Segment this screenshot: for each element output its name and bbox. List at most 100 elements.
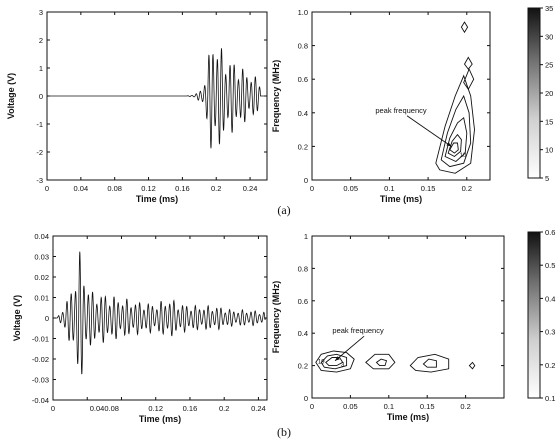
- chart-a-waveform-ytick-label: -3: [36, 176, 43, 185]
- chart-a-spectrogram-frame: [311, 11, 491, 181]
- chart-a-spectrogram-xlabel: Time (ms): [380, 194, 422, 204]
- chart-a-waveform-ytick-label: 3: [39, 8, 43, 17]
- chart-a-spectrogram-colorbar-label: 5: [545, 174, 549, 183]
- chart-a-spectrogram: 0 0.2 0.4 0.6 0.8 1.0 0 0.05 0.1 0.15 0.2 Time (ms)…: [271, 4, 553, 204]
- chart-b-spectrogram-contour-1: [320, 353, 348, 370]
- chart-a-spectrogram-annotation-arrow: [406, 115, 452, 147]
- chart-a-spectrogram-colorbar-label: 35: [545, 4, 553, 13]
- chart-b-waveform-ytick-label: 0.03: [34, 253, 49, 262]
- chart-a-spectrogram-colorbar-label: 15: [545, 117, 553, 126]
- chart-a-spectrogram-contour-3: [447, 133, 462, 158]
- chart-a-spectrogram-xtick-label: 0.15: [421, 184, 436, 193]
- chart-a-spectrogram-contour-0: [435, 74, 475, 174]
- chart-b-spectrogram-annotation-arrowhead: [335, 356, 340, 361]
- chart-a-waveform-xtick-label: 0.08: [107, 184, 122, 193]
- chart-b-waveform-ytick-label: -0.01: [32, 335, 49, 344]
- chart-b-spectrogram-xtick-label: 0: [310, 402, 314, 411]
- chart-b-waveform: -0.04 -0.03 -0.02 -0.01 0 0.01 0.02 0.03 0.04 0 0.…: [12, 232, 268, 424]
- chart-b-spectrogram-contour-3: [365, 353, 396, 370]
- chart-a-spectrogram-colorbar-label: 10: [545, 146, 553, 155]
- chart-b-spectrogram-colorbar-label: 0.2: [545, 361, 555, 370]
- chart-b-spectrogram-contour-0: [315, 350, 355, 373]
- chart-a-spectrogram-ytick-label: 0.6: [298, 75, 308, 84]
- chart-a-spectrogram-contour-6: [463, 56, 473, 70]
- caption-b: (b): [277, 425, 291, 439]
- chart-a-spectrogram-contour-7: [460, 21, 469, 34]
- chart-a-waveform-ytick-label: -1: [36, 120, 43, 129]
- chart-b-spectrogram-colorbar-label: 0.4: [545, 294, 555, 303]
- chart-a-spectrogram-contour-1: [440, 94, 472, 168]
- chart-a-waveform-xtick-label: 0.04: [74, 184, 89, 193]
- chart-a-waveform-ylabel: Voltage (V): [6, 73, 16, 119]
- chart-b-waveform-ytick-label: 0: [45, 314, 49, 323]
- chart-a-waveform-ytick-label: 1: [39, 64, 43, 73]
- chart-b-waveform-xtick-label: 0: [51, 404, 55, 413]
- chart-b-spectrogram-annotation-arrow: [334, 335, 365, 362]
- chart-b-spectrogram-ytick-label: 0.4: [298, 329, 308, 338]
- chart-b-waveform-ylabel: Voltage (V): [12, 295, 22, 341]
- chart-b-waveform-xtick-label: 0.24: [251, 404, 266, 413]
- chart-b-spectrogram-contour-5: [409, 353, 450, 373]
- chart-a-spectrogram-ylabel: Frequency (MHz): [271, 60, 281, 133]
- chart-b-spectrogram-ytick-label: 0.6: [298, 297, 308, 306]
- chart-a-waveform: -3 -2 -1 0 1 2 3 0 0.04 0.08 0.12 0.16 0.2 0.24 Time (…: [6, 8, 268, 204]
- chart-a-waveform-xlabel: Time (ms): [136, 194, 178, 204]
- chart-a-spectrogram-xtick-label: 0: [310, 184, 314, 193]
- chart-a-spectrogram-contour-2: [444, 116, 468, 163]
- chart-a-waveform-xtick-label: 0: [45, 184, 49, 193]
- chart-a-waveform-ytick-label: 2: [39, 36, 43, 45]
- chart-a-spectrogram-xtick-label: 0.05: [343, 184, 358, 193]
- chart-b-spectrogram-contour-7: [468, 361, 476, 370]
- chart-b-spectrogram-ytick-label: 0: [304, 394, 308, 403]
- chart-a-waveform-ytick-label: -2: [36, 148, 43, 157]
- chart-b-spectrogram-contour-label: 3: [341, 362, 345, 368]
- chart-b-spectrogram-contour-label: 19: [318, 360, 325, 366]
- chart-b-spectrogram-xlabel: Time (ms): [387, 412, 429, 422]
- chart-a-spectrogram-contour-5: [463, 67, 475, 91]
- chart-b-waveform-ytick-label: -0.02: [32, 355, 49, 364]
- chart-a-spectrogram-colorbar-label: 25: [545, 61, 553, 70]
- chart-a-spectrogram-annotation-arrowhead: [446, 142, 452, 147]
- chart-a-spectrogram-xtick-label: 0.1: [384, 184, 394, 193]
- chart-b-waveform-xtick-label: 0.12: [148, 404, 163, 413]
- chart-b-spectrogram-contour-6: [422, 358, 437, 368]
- chart-b-spectrogram-colorbar-label: 0.5: [545, 261, 555, 270]
- chart-b-spectrogram-colorbar-label: 0.6: [545, 228, 555, 237]
- chart-b-spectrogram-contour-4: [375, 358, 388, 367]
- chart-b-spectrogram-ylabel: Frequency (MHz): [271, 281, 281, 354]
- chart-a-spectrogram-ytick-label: 0: [304, 176, 308, 185]
- chart-b-waveform-ytick-label: 0.04: [34, 232, 49, 241]
- chart-a-spectrogram-contour-label: 10: [460, 153, 467, 159]
- chart-a-spectrogram-xtick-label: 0.2: [462, 184, 472, 193]
- chart-a-spectrogram-annotation: peak frequency: [375, 106, 427, 115]
- chart-b-waveform-ytick-label: 0.02: [34, 273, 49, 282]
- chart-b-spectrogram-annotation: peak frequency: [332, 326, 384, 335]
- chart-b-waveform-xtick-label: 0.16: [183, 404, 198, 413]
- chart-b-spectrogram-xtick-label: 0.15: [420, 402, 435, 411]
- chart-b-waveform-xtick-label: 0.040.08: [90, 404, 119, 413]
- chart-b-waveform-ytick-label: 0.01: [34, 294, 49, 303]
- chart-a-spectrogram-ytick-label: 0.8: [298, 42, 308, 51]
- chart-a-waveform-xtick-label: 0.2: [211, 184, 221, 193]
- chart-a-spectrogram-ytick-label: 1.0: [298, 8, 308, 17]
- chart-b-waveform-ytick-label: -0.04: [32, 396, 49, 405]
- chart-a-spectrogram-ytick-label: 0.4: [298, 109, 308, 118]
- chart-b-waveform-ytick-label: -0.03: [32, 376, 49, 385]
- chart-b-spectrogram-ytick-label: 1: [304, 232, 308, 241]
- chart-a-spectrogram-colorbar-label: 20: [545, 89, 553, 98]
- chart-b-spectrogram-ytick-label: 0.8: [298, 264, 308, 273]
- chart-b-spectrogram-xtick-label: 0.1: [384, 402, 394, 411]
- chart-a-waveform-xtick-label: 0.24: [243, 184, 258, 193]
- caption-a: (a): [277, 203, 291, 217]
- chart-a-waveform-xtick-label: 0.16: [175, 184, 190, 193]
- chart-a-waveform-ytick-label: 0: [39, 92, 43, 101]
- chart-a-spectrogram-contour-4: [449, 142, 459, 154]
- chart-b-spectrogram-xtick-label: 0.05: [343, 402, 358, 411]
- chart-b-spectrogram-xtick-label: 0.2: [460, 402, 470, 411]
- chart-b-spectrogram-colorbar-label: 0.3: [545, 328, 555, 337]
- chart-a-spectrogram-colorbar: [527, 7, 541, 179]
- chart-b-spectrogram: 0 0.2 0.4 0.6 0.8 1 0 0.05 0.1 0.15 0.2 Time (ms) Fr…: [271, 228, 555, 422]
- chart-b-waveform-xtick-label: 0.2: [219, 404, 229, 413]
- chart-b-spectrogram-colorbar: [527, 231, 541, 399]
